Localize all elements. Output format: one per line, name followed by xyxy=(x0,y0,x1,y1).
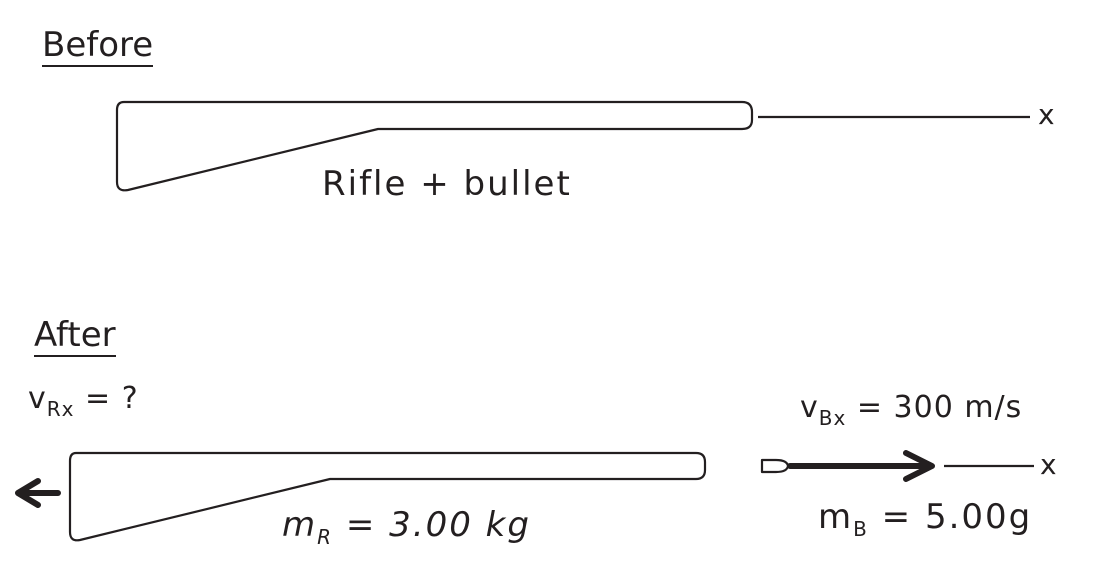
rifle-velocity-symbol: v xyxy=(28,381,47,416)
rifle-after-shape xyxy=(68,451,707,542)
rifle-velocity-arrow xyxy=(15,478,61,508)
rifle-bullet-label: Rifle + bullet xyxy=(322,164,572,204)
bullet-shape xyxy=(760,458,790,474)
rifle-mass-value: = 3.00 kg xyxy=(333,505,531,545)
after-heading: After xyxy=(34,315,116,357)
bullet-velocity-subscript: Bx xyxy=(818,406,847,430)
rifle-velocity-value: = ? xyxy=(74,381,139,416)
bullet-velocity-value: = 300 m/s xyxy=(846,390,1023,425)
rifle-before-shape xyxy=(115,100,754,192)
bullet-mass-value: = 5.00g xyxy=(868,497,1033,537)
rifle-velocity-label: vRx = ? xyxy=(28,381,139,420)
bullet-velocity-symbol: v xyxy=(800,390,819,425)
x-axis-after-label: x xyxy=(1040,448,1057,481)
bullet-velocity-arrow xyxy=(787,450,935,482)
bullet-velocity-label: vBx = 300 m/s xyxy=(800,390,1023,429)
rifle-mass-symbol: m xyxy=(282,505,318,545)
bullet-mass-subscript: B xyxy=(853,517,869,541)
rifle-velocity-subscript: Rx xyxy=(46,397,75,421)
bullet-mass-symbol: m xyxy=(818,497,854,537)
bullet-mass-label: mB = 5.00g xyxy=(818,497,1033,539)
rifle-mass-subscript: R xyxy=(317,525,334,549)
rifle-mass-label: mR = 3.00 kg xyxy=(282,505,531,547)
x-axis-before-label: x xyxy=(1038,98,1055,131)
before-heading: Before xyxy=(42,25,154,67)
